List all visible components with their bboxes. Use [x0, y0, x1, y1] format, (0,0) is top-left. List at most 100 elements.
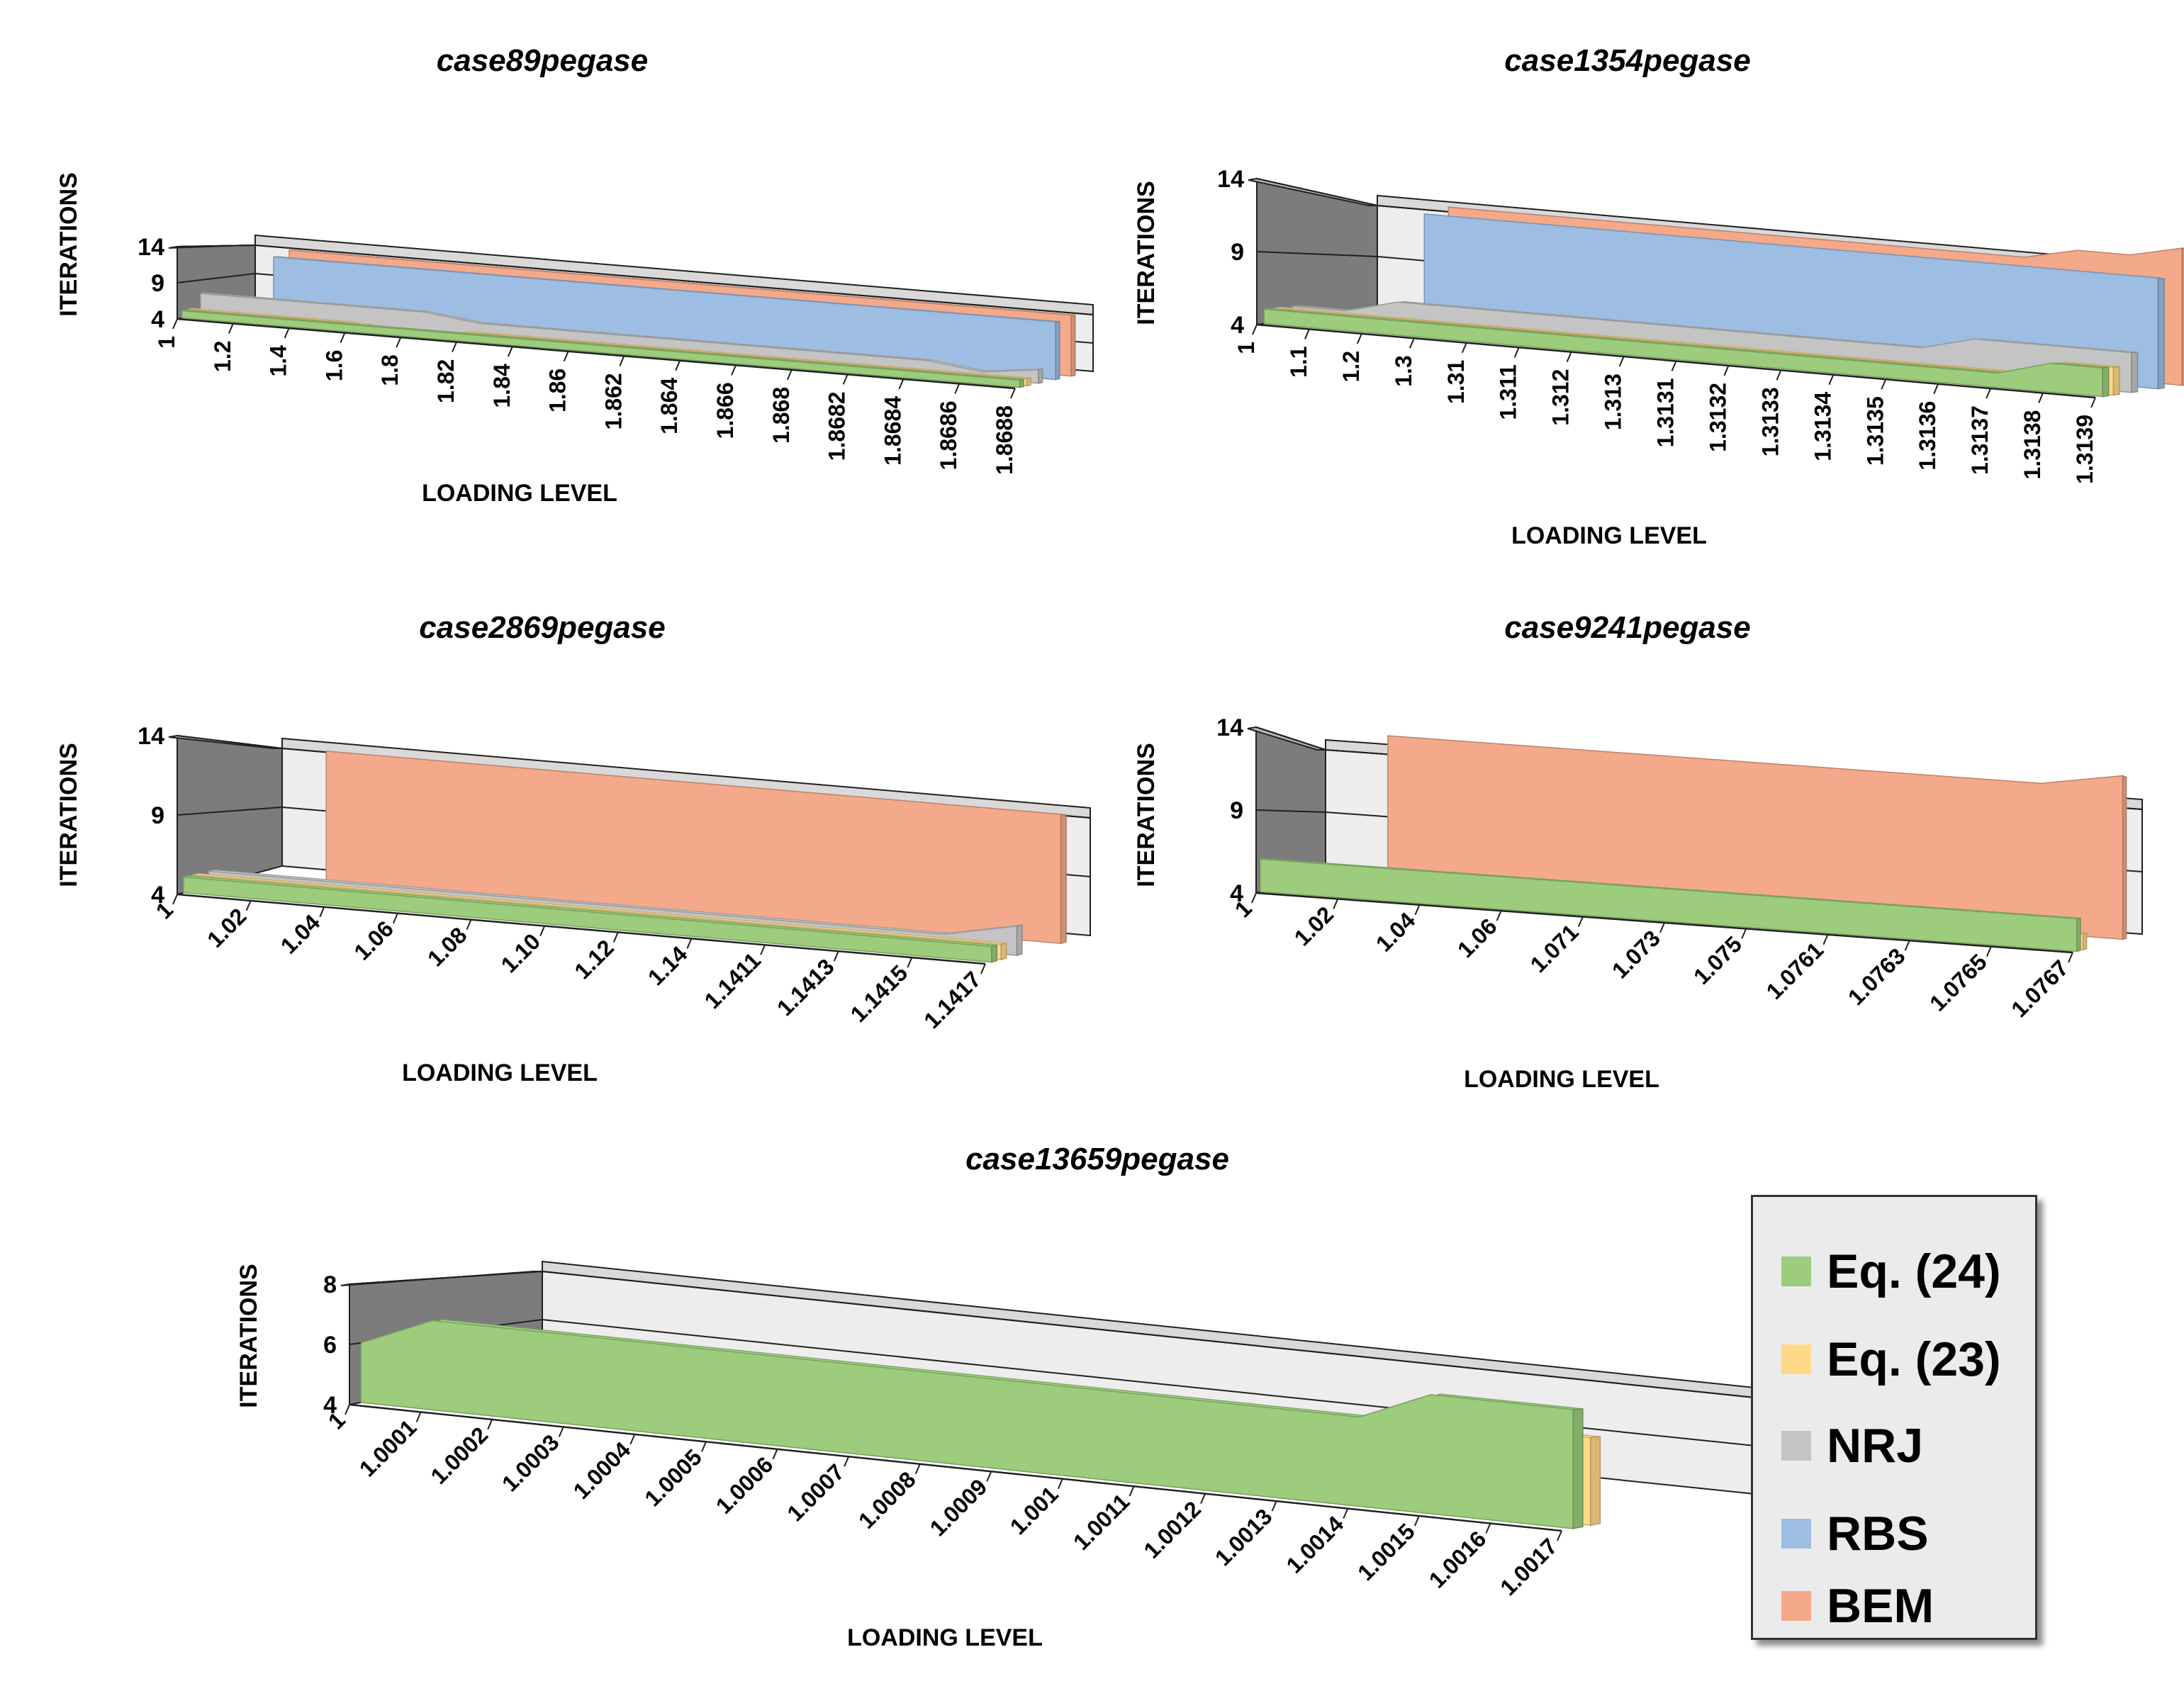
series-eq---24-	[1260, 858, 2081, 952]
x-tick-label: 1.06	[1452, 914, 1501, 962]
x-tick-label: 1.0008	[853, 1466, 921, 1534]
x-tick	[898, 378, 905, 390]
series-cap	[2082, 932, 2088, 951]
x-tick	[1409, 337, 1415, 349]
x-tick	[701, 1441, 707, 1452]
x-tick-label: 1.0003	[497, 1429, 564, 1497]
x-tick	[1271, 1500, 1277, 1512]
x-tick-label: 1.8686	[936, 400, 961, 470]
x-axis-line	[177, 317, 1016, 390]
x-tick	[1010, 388, 1016, 399]
x-tick	[563, 351, 569, 362]
series-eq---24-	[1263, 308, 2110, 398]
x-tick-label: 1.0004	[569, 1437, 636, 1504]
legend: Eq. (24) Eq. (23) NRJ RBS BEM	[1751, 1195, 2037, 1640]
series-cap	[1572, 1408, 1584, 1529]
x-tick-label: 1.071	[1525, 919, 1584, 977]
chart-title: case89pegase	[437, 43, 648, 78]
x-tick-label: 1.075	[1689, 931, 1747, 989]
series-cap	[2076, 917, 2081, 952]
x-tick	[772, 1449, 778, 1460]
x-tick-label: 1.0002	[425, 1422, 493, 1489]
series-cap	[1019, 378, 1024, 388]
x-tick-label: 1.04	[276, 909, 325, 959]
y-axis-label: ITERATIONS	[55, 172, 82, 316]
series-cap	[1016, 924, 1023, 956]
x-tick-label: 1.3131	[1653, 378, 1679, 448]
x-tick-label: 1.866	[712, 382, 738, 439]
x-tick-label: 1.0013	[1210, 1504, 1277, 1571]
x-tick	[619, 355, 625, 366]
x-tick	[172, 318, 178, 330]
x-tick-label: 1.14	[643, 941, 693, 991]
y-tick-label: 8	[323, 1271, 337, 1298]
x-tick-label: 1.0007	[782, 1459, 849, 1527]
series-eq---24-	[181, 309, 1024, 388]
legend-item-bem: BEM	[1781, 1574, 1934, 1638]
legend-label-eq24: Eq. (24)	[1827, 1244, 2001, 1298]
x-tick-label: 1.10	[496, 928, 545, 977]
x-tick	[1618, 356, 1625, 367]
x-tick	[842, 374, 849, 385]
x-tick-label: 1.0015	[1353, 1519, 1420, 1586]
x-tick	[760, 944, 766, 955]
x-tick-label: 1.12	[569, 935, 618, 984]
x-tick-label: 1.864	[656, 378, 682, 434]
x-tick-label: 1.3134	[1810, 392, 1835, 461]
x-tick	[786, 369, 793, 381]
y-tick-label: 6	[323, 1332, 337, 1359]
x-tick	[340, 332, 346, 343]
x-tick-label: 1.2	[210, 341, 235, 372]
x-axis-label: LOADING LEVEL	[1511, 522, 1707, 549]
legend-label-rbs: RBS	[1827, 1507, 1929, 1561]
legend-swatch-eq23	[1781, 1344, 1811, 1374]
x-tick	[284, 327, 290, 339]
x-tick-label: 1.31	[1443, 360, 1469, 404]
x-tick-label: 1.82	[433, 359, 459, 403]
x-tick	[1200, 1493, 1206, 1505]
x-tick-label: 1.6	[321, 350, 347, 381]
legend-swatch-eq24	[1781, 1257, 1811, 1286]
series-cap	[1000, 942, 1007, 960]
x-tick	[1566, 352, 1572, 363]
x-tick	[539, 926, 546, 936]
x-tick	[1822, 934, 1829, 945]
x-tick-label: 1.0767	[2006, 955, 2073, 1022]
x-tick	[2068, 952, 2073, 963]
x-tick	[345, 1404, 350, 1415]
x-tick-label: 1.3139	[2072, 415, 2098, 484]
gridline	[349, 1270, 1755, 1398]
x-tick-label: 1	[154, 336, 179, 349]
series-eq---24-	[183, 875, 998, 963]
x-tick-label: 1.3133	[1757, 387, 1783, 456]
x-tick	[612, 932, 619, 943]
series-cap	[1038, 368, 1043, 384]
x-tick	[1413, 1515, 1420, 1527]
x-tick	[1557, 1530, 1562, 1541]
x-tick-label: 1.312	[1548, 369, 1574, 426]
x-tick	[731, 364, 737, 376]
x-tick-label: 1.02	[202, 903, 251, 952]
x-tick	[907, 957, 913, 968]
series-eq---24-	[360, 1319, 1584, 1529]
x-tick-label: 1.3	[1391, 355, 1416, 386]
series-cap	[1055, 321, 1060, 381]
chart-title: case2869pegase	[419, 610, 665, 645]
x-tick	[1741, 928, 1747, 939]
x-tick	[558, 1427, 564, 1437]
chart-title: case9241pegase	[1504, 610, 1750, 645]
x-tick	[1343, 1508, 1349, 1519]
x-tick	[1461, 342, 1467, 354]
y-tick-label: 9	[1231, 239, 1244, 266]
x-tick-label: 1.0765	[1925, 949, 1992, 1016]
y-axis-label: ITERATIONS	[235, 1264, 262, 1407]
legend-swatch-bem	[1781, 1591, 1811, 1621]
series-cap	[2181, 247, 2184, 386]
series-cap	[2122, 775, 2127, 940]
x-tick	[686, 938, 693, 949]
x-tick-label: 1.3137	[1967, 405, 1993, 475]
series-cap	[2131, 352, 2139, 393]
y-tick-label: 4	[1231, 312, 1244, 339]
x-tick-label: 1.1411	[700, 948, 766, 1013]
